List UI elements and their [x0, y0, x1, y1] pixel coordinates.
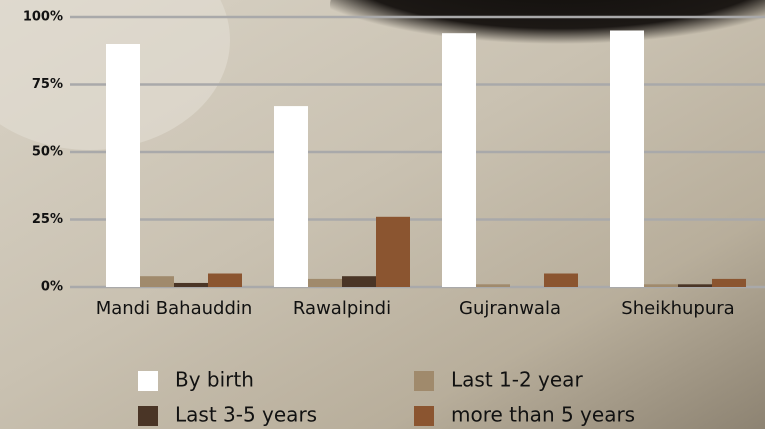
legend-label: By birth [175, 368, 254, 392]
y-tick-label: 25% [32, 212, 63, 227]
legend-swatch [138, 371, 158, 391]
bar [274, 106, 308, 287]
y-tick-label: 50% [32, 145, 63, 160]
bar [174, 283, 208, 287]
x-tick-label: Gujranwala [459, 298, 561, 319]
bar [208, 274, 242, 288]
bar [712, 279, 746, 287]
bar [678, 284, 712, 287]
legend-label: more than 5 years [451, 403, 635, 427]
chart: 0% 25% 50% 75% 100% Mandi Bahauddin Rawalpindi… [0, 0, 765, 429]
legend-label: Last 3-5 years [175, 403, 317, 427]
bar [610, 31, 644, 288]
y-tick-label: 100% [23, 10, 63, 25]
x-tick-label: Sheikhupura [621, 298, 734, 319]
bar [106, 44, 140, 287]
bar [476, 284, 510, 287]
y-tick-label: 0% [41, 280, 63, 295]
bar [442, 33, 476, 287]
x-tick-label: Mandi Bahauddin [96, 298, 253, 319]
bar [140, 276, 174, 287]
bar [376, 217, 410, 287]
bar [644, 284, 678, 287]
bar [342, 276, 376, 287]
y-tick-label: 75% [32, 77, 63, 92]
bar [308, 279, 342, 287]
bar [544, 274, 578, 288]
legend-swatch [138, 406, 158, 426]
legend-label: Last 1-2 year [451, 368, 583, 392]
legend-swatch [414, 371, 434, 391]
legend-swatch [414, 406, 434, 426]
x-tick-label: Rawalpindi [293, 298, 391, 319]
